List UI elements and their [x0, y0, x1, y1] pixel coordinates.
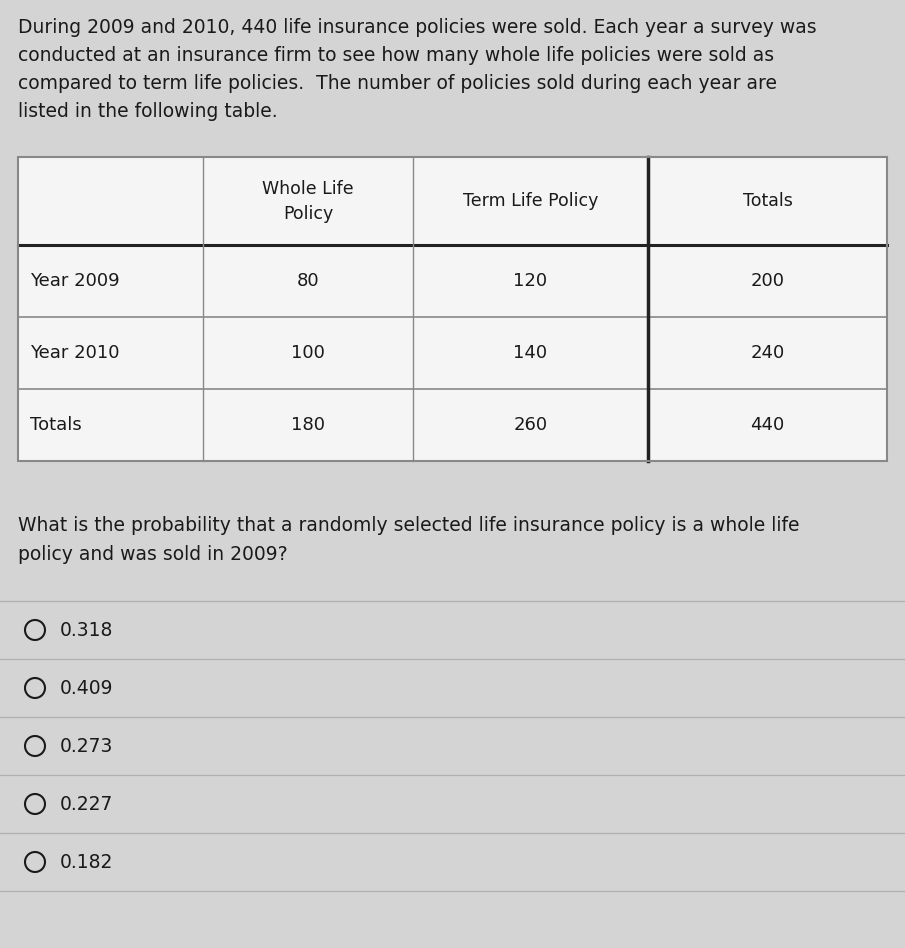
Bar: [18, 389, 203, 461]
Text: 0.273: 0.273: [60, 737, 113, 756]
Bar: [413, 317, 648, 389]
Text: Term Life Policy: Term Life Policy: [462, 192, 598, 210]
Text: Totals: Totals: [30, 416, 81, 434]
Bar: [18, 157, 887, 461]
Text: 440: 440: [750, 416, 785, 434]
Text: 0.227: 0.227: [60, 794, 113, 813]
Text: During 2009 and 2010, 440 life insurance policies were sold. Each year a survey : During 2009 and 2010, 440 life insurance…: [18, 18, 816, 121]
Text: 0.182: 0.182: [60, 852, 113, 871]
Text: Totals: Totals: [743, 192, 793, 210]
Text: Whole Life
Policy: Whole Life Policy: [262, 179, 354, 223]
Bar: [203, 245, 413, 317]
Bar: [203, 157, 413, 245]
Bar: [18, 157, 203, 245]
Bar: [413, 157, 648, 245]
Bar: [203, 317, 413, 389]
Text: Year 2009: Year 2009: [30, 272, 119, 290]
Text: Year 2010: Year 2010: [30, 344, 119, 362]
Bar: [18, 317, 203, 389]
Bar: [203, 389, 413, 461]
Text: 140: 140: [513, 344, 548, 362]
Bar: [648, 389, 887, 461]
Text: 0.409: 0.409: [60, 679, 113, 698]
Text: 260: 260: [513, 416, 548, 434]
Text: 100: 100: [291, 344, 325, 362]
Bar: [18, 245, 203, 317]
Text: 0.318: 0.318: [60, 621, 113, 640]
Text: 180: 180: [291, 416, 325, 434]
Text: 80: 80: [297, 272, 319, 290]
Text: What is the probability that a randomly selected life insurance policy is a whol: What is the probability that a randomly …: [18, 516, 799, 564]
Text: 120: 120: [513, 272, 548, 290]
Bar: [648, 245, 887, 317]
Bar: [413, 389, 648, 461]
Text: 240: 240: [750, 344, 785, 362]
Bar: [413, 245, 648, 317]
Text: 200: 200: [750, 272, 785, 290]
Bar: [648, 157, 887, 245]
Bar: [648, 317, 887, 389]
